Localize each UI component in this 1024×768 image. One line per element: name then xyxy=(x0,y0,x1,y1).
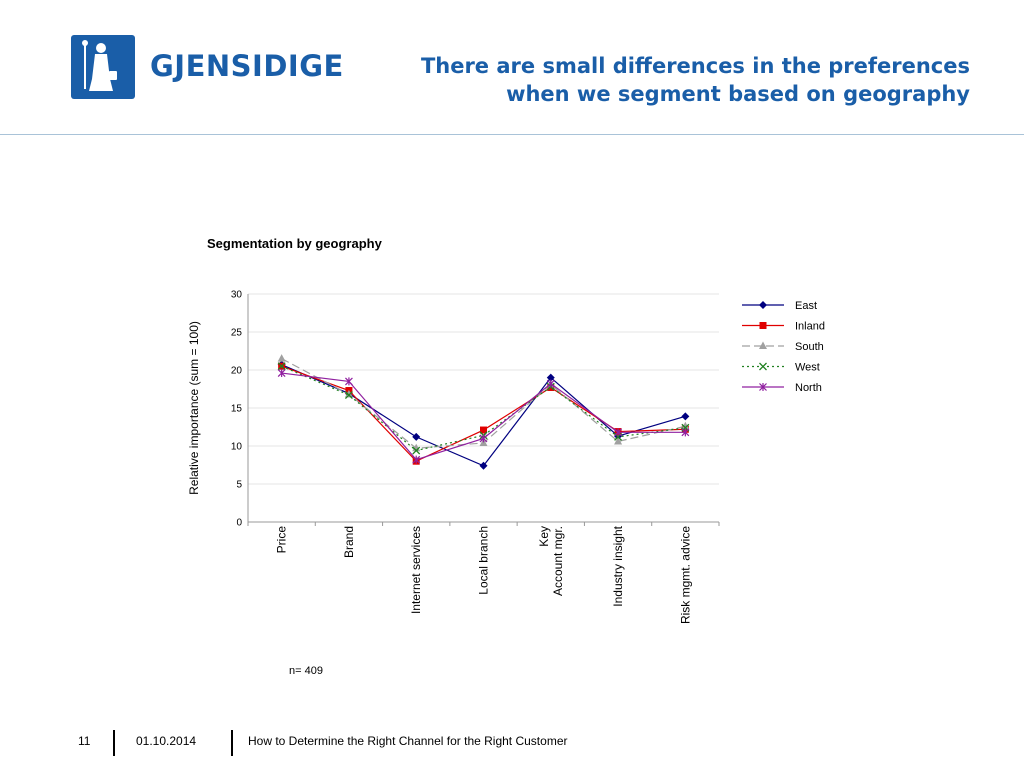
company-logo xyxy=(71,35,135,99)
data-point xyxy=(759,362,767,371)
series-line-north xyxy=(281,372,686,461)
logo-wordmark: GJENSIDIGE xyxy=(150,49,344,83)
data-point xyxy=(546,379,555,388)
data-point xyxy=(412,432,421,441)
data-point xyxy=(759,322,767,329)
sample-size-note: n= 409 xyxy=(289,665,323,677)
legend-label: Inland xyxy=(795,321,825,333)
data-point xyxy=(614,428,622,437)
footer-separator xyxy=(231,730,233,756)
y-axis-label: Relative importance (sum = 100) xyxy=(187,321,201,495)
x-tick-label: KeyAccount mgr. xyxy=(537,526,565,596)
footer-date: 01.10.2014 xyxy=(136,734,197,748)
x-tick-label: Local branch xyxy=(477,526,491,595)
legend-label: South xyxy=(795,341,824,353)
slide-title-line-1: There are small differences in the prefe… xyxy=(420,54,970,78)
slide-title-line-2: when we segment based on geography xyxy=(506,82,970,106)
slide-title: There are small differences in the prefe… xyxy=(421,52,970,108)
chart-title: Segmentation by geography xyxy=(207,236,382,251)
data-point xyxy=(681,412,690,421)
data-point xyxy=(759,341,767,349)
data-point xyxy=(412,446,421,455)
data-point xyxy=(546,373,555,382)
data-point xyxy=(614,436,623,445)
footer-text: How to Determine the Right Channel for t… xyxy=(248,734,568,748)
legend-label: East xyxy=(795,300,817,312)
data-point xyxy=(681,428,690,437)
logo-figure-icon xyxy=(82,40,117,91)
x-tick-label: Risk mgmt. advice xyxy=(678,526,692,624)
data-point xyxy=(344,391,353,400)
data-point xyxy=(479,461,488,470)
data-point xyxy=(681,421,690,430)
data-point xyxy=(345,377,353,386)
data-point xyxy=(277,369,286,378)
series-line-east xyxy=(281,364,686,467)
data-point xyxy=(277,354,286,362)
y-tick-label: 25 xyxy=(231,328,243,339)
y-tick-label: 15 xyxy=(231,404,243,415)
x-tick-label: Internet services xyxy=(409,526,423,614)
x-tick-label: Price xyxy=(275,526,289,554)
data-point xyxy=(479,434,488,443)
data-point xyxy=(412,455,421,464)
y-tick-label: 0 xyxy=(236,518,242,529)
data-point xyxy=(344,389,353,398)
x-tick-label: Industry insight xyxy=(611,525,625,606)
legend-label: West xyxy=(795,362,820,374)
legend-label: North xyxy=(795,382,822,394)
data-point xyxy=(480,426,487,434)
header-divider xyxy=(0,134,1024,135)
y-tick-label: 20 xyxy=(231,366,243,377)
x-tick-label: Brand xyxy=(342,526,356,558)
data-point xyxy=(277,362,286,371)
footer-separator xyxy=(113,730,115,756)
page-number: 11 xyxy=(78,734,91,748)
y-tick-label: 10 xyxy=(231,442,243,453)
y-tick-label: 30 xyxy=(231,290,243,301)
data-point xyxy=(759,383,767,391)
y-tick-label: 5 xyxy=(236,480,242,491)
data-point xyxy=(759,301,767,309)
